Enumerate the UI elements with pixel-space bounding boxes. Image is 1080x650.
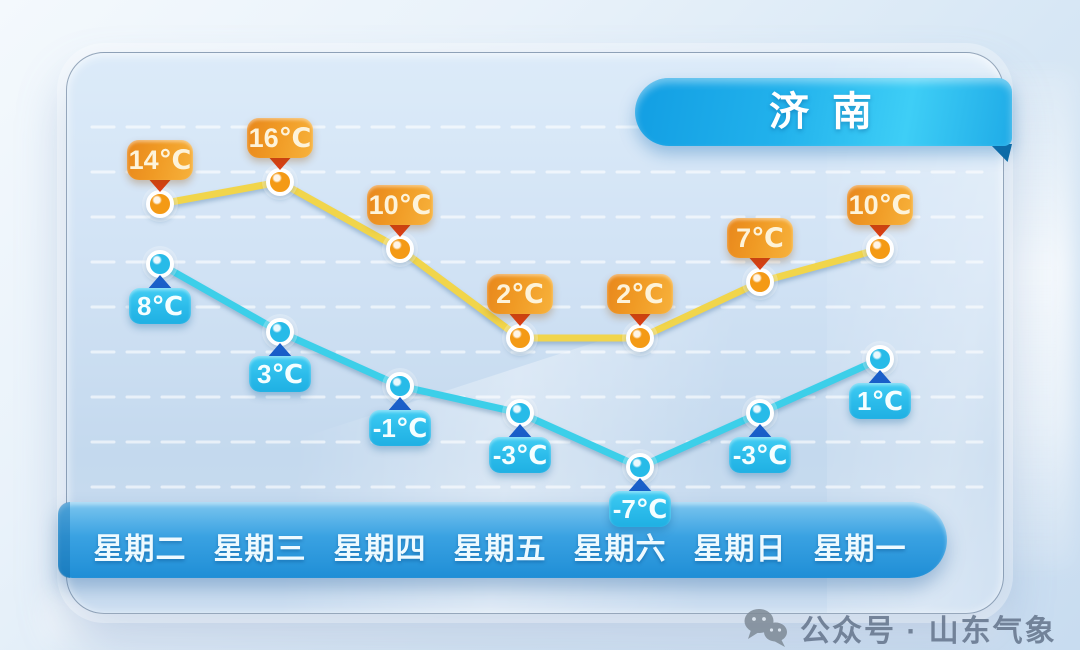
day-label: 星期三 [213, 533, 307, 566]
low-temp-label: -3℃ [729, 437, 791, 473]
high-temp-label: 2℃ [607, 274, 673, 314]
day-label: 星期四 [333, 533, 427, 566]
source-text: 公众号 · 山东气象 [800, 615, 1057, 648]
high-temp-point [266, 168, 294, 196]
high-temp-label: 16℃ [247, 118, 313, 158]
high-temp-point [146, 190, 174, 218]
source-attribution: 公众号 · 山东气象 [742, 606, 1057, 650]
high-label-pointer [266, 154, 294, 170]
high-temp-point [866, 235, 894, 263]
high-temp-point [506, 324, 534, 352]
wechat-icon [744, 609, 787, 647]
high-temp-point [626, 324, 654, 352]
high-temp-label: 10℃ [367, 185, 433, 225]
day-label: 星期日 [693, 533, 787, 566]
high-temp-label: 10℃ [847, 185, 913, 225]
low-temp-label: -7℃ [609, 491, 671, 527]
low-temp-point [506, 399, 534, 427]
low-temp-point [386, 372, 414, 400]
low-temp-point [266, 318, 294, 346]
day-label: 星期五 [453, 533, 547, 566]
high-temp-point [386, 235, 414, 263]
low-temp-label: -3℃ [489, 437, 551, 473]
high-temp-label: 7℃ [727, 218, 793, 258]
day-axis-bar [58, 502, 947, 578]
day-label: 星期二 [93, 533, 187, 566]
low-temp-label: 1℃ [849, 383, 911, 419]
low-temp-point [746, 399, 774, 427]
low-temp-label: 3℃ [249, 356, 311, 392]
high-temp-label: 14℃ [127, 140, 193, 180]
low-temp-point [626, 453, 654, 481]
low-temp-point [866, 345, 894, 373]
day-label: 星期一 [813, 533, 907, 566]
low-temp-point [146, 250, 174, 278]
low-temp-label: -1℃ [369, 410, 431, 446]
high-temp-label: 2℃ [487, 274, 553, 314]
high-temp-point [746, 268, 774, 296]
city-name: 济 南 [768, 90, 879, 134]
day-label: 星期六 [573, 533, 667, 566]
low-temp-label: 8℃ [129, 288, 191, 324]
city-ribbon: 济 南 [635, 78, 1012, 146]
